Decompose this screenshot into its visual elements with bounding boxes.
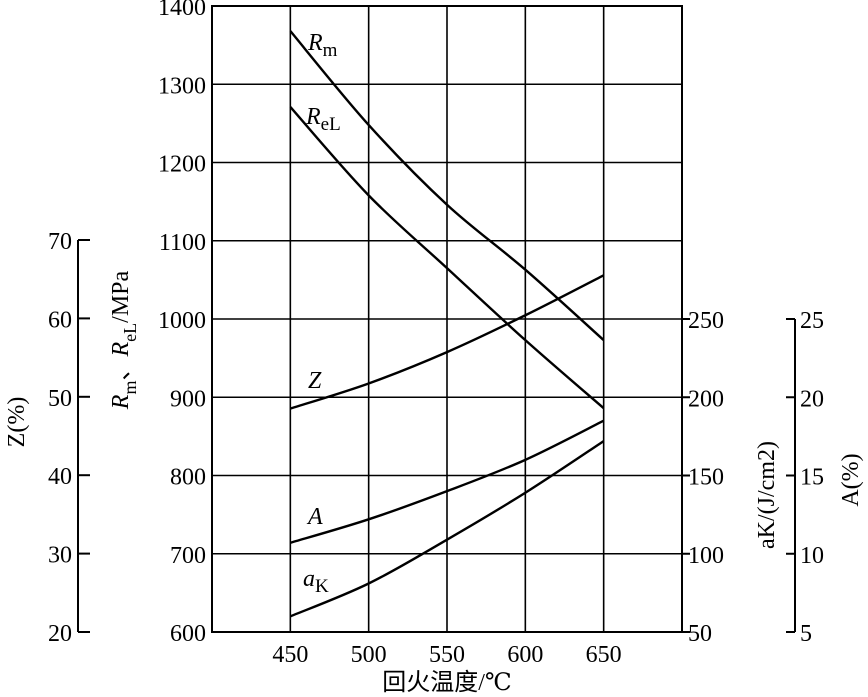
series-line-Rm — [289, 30, 605, 342]
z-tick-label: 60 — [48, 307, 72, 333]
label-part: m — [120, 380, 140, 394]
strength-tick-label: 1300 — [158, 73, 206, 99]
x-tick-label: 500 — [351, 642, 387, 668]
ak-tick-label: 50 — [688, 621, 712, 647]
x-tick-label: 650 — [586, 642, 622, 668]
strength-tick-label: 1000 — [158, 308, 206, 334]
label-part: /MPa — [108, 270, 134, 322]
strength-axis-label: Rm、ReL/MPa — [108, 270, 140, 410]
x-axis-label: 回火温度/℃ — [382, 669, 512, 696]
series-line-Z — [289, 274, 605, 410]
z-tick-label: 20 — [48, 621, 72, 647]
label-part: a — [303, 566, 315, 592]
a-tick-label: 5 — [800, 621, 812, 647]
series-label-A: A — [306, 504, 323, 530]
series-label-Z: Z — [308, 368, 322, 394]
series-label-Rm: Rm — [307, 30, 338, 61]
z-tick-label: 40 — [48, 464, 72, 490]
z-tick-label: 50 — [48, 386, 72, 412]
strength-tick-label: 900 — [170, 386, 206, 412]
z-tick-label: 30 — [48, 543, 72, 569]
label-part: R — [108, 341, 134, 357]
z-axis-label: Z(%) — [4, 397, 30, 448]
ak-axis-label: aK/(J/cm2) — [754, 441, 780, 549]
ak-tick-label: 200 — [688, 386, 724, 412]
series-line-A — [289, 419, 605, 544]
label-part: R — [307, 30, 323, 56]
x-tick-label: 450 — [272, 642, 308, 668]
series-line-aK — [289, 440, 605, 618]
series-label-aK: aK — [303, 566, 329, 597]
x-tick-label: 600 — [507, 642, 543, 668]
label-part: eL — [321, 114, 341, 135]
strength-tick-label: 1100 — [159, 230, 206, 256]
label-part: R — [108, 394, 134, 410]
a-tick-label: 20 — [800, 386, 824, 412]
series-label-ReL: ReL — [305, 104, 341, 135]
strength-tick-label: 1200 — [158, 152, 206, 178]
a-tick-label: 15 — [800, 465, 824, 491]
a-tick-label: 10 — [800, 543, 824, 569]
strength-tick-label: 800 — [170, 465, 206, 491]
strength-tick-label: 1400 — [158, 0, 206, 21]
z-tick-label: 70 — [48, 229, 72, 255]
label-part: R — [305, 104, 321, 130]
x-tick-label: 550 — [429, 642, 465, 668]
ak-tick-label: 250 — [688, 308, 724, 334]
label-part: eL — [120, 323, 140, 342]
a-axis-label: A(%) — [838, 453, 864, 506]
label-part: m — [323, 40, 338, 61]
strength-tick-label: 600 — [170, 621, 206, 647]
strength-tick-label: 700 — [170, 543, 206, 569]
label-part: Z — [308, 368, 322, 394]
label-part: K — [315, 576, 329, 597]
series-line-ReL — [289, 106, 605, 410]
label-part: A — [306, 504, 323, 530]
label-part: 、 — [108, 356, 134, 380]
ak-tick-label: 100 — [688, 543, 724, 569]
a-tick-label: 25 — [800, 308, 824, 334]
ak-tick-label: 150 — [688, 465, 724, 491]
